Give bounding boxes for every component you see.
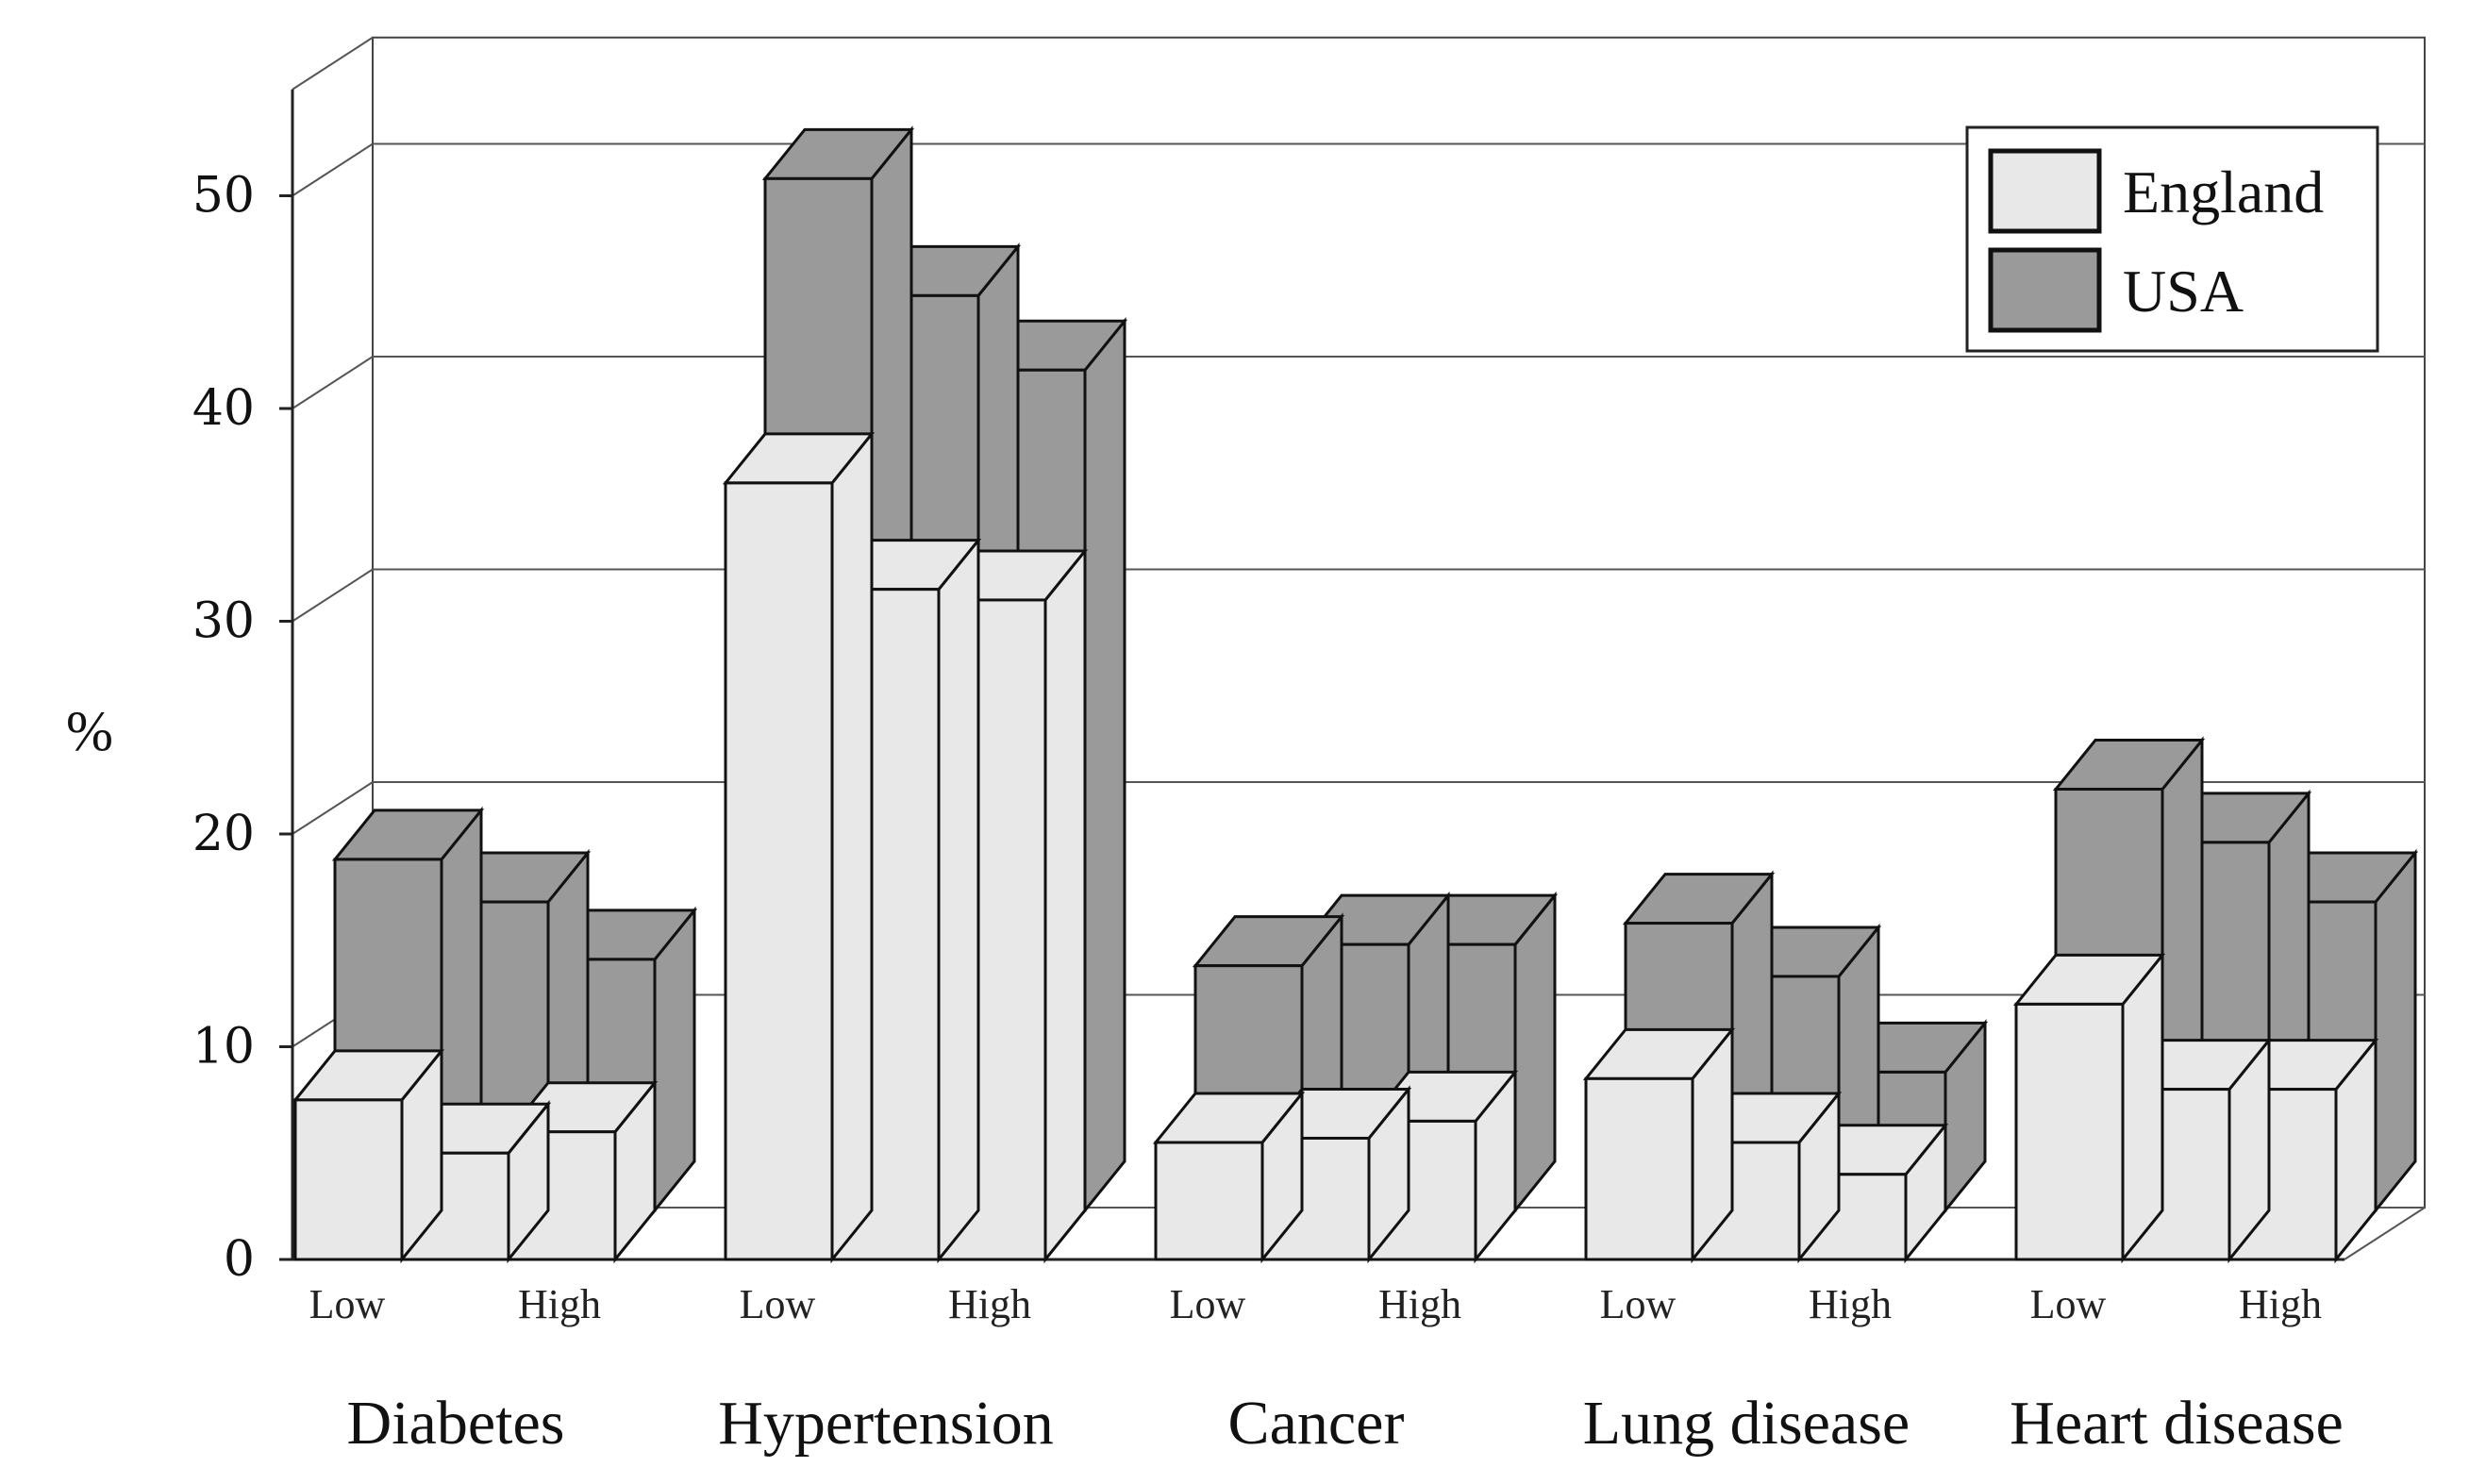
sub-label-low: Low — [309, 1281, 386, 1327]
category-label: Lung disease — [1583, 1389, 1910, 1458]
y-tick-label: 0 — [224, 1231, 255, 1288]
sub-label-high: High — [1809, 1281, 1892, 1327]
category-label: Diabetes — [347, 1389, 565, 1458]
bar-england-1-2-side — [1043, 546, 1087, 1264]
bar-usa-0-2-side — [653, 906, 696, 1215]
bar-england-1-1-side — [937, 536, 980, 1264]
floor-diagonal — [2344, 1207, 2426, 1260]
chart-bars — [292, 125, 2419, 1264]
y-tick-label: 50 — [192, 168, 255, 225]
sub-label-high: High — [518, 1281, 601, 1327]
grid-diagonal — [292, 781, 374, 835]
sub-label-high: High — [1378, 1281, 1461, 1327]
grid-diagonal — [292, 36, 374, 91]
legend: England USA — [1965, 125, 2379, 353]
bar-england-2-0-front — [1154, 1141, 1264, 1261]
bar-england-3-0 — [1582, 1025, 1736, 1264]
y-axis-label: % — [66, 700, 113, 762]
bar-england-0-0 — [292, 1046, 445, 1264]
y-tick-label: 20 — [192, 806, 255, 862]
category-label: Cancer — [1228, 1389, 1405, 1458]
legend-label-usa: USA — [2123, 258, 2244, 325]
legend-swatch-england — [1988, 148, 2102, 234]
grid-diagonal — [292, 568, 374, 623]
sub-label-low: Low — [1170, 1281, 1246, 1327]
grid-diagonal — [292, 356, 374, 409]
bar-usa-1-2-side — [1083, 317, 1126, 1215]
y-tick-label: 40 — [192, 380, 255, 437]
bar-england-1-0-front — [724, 481, 834, 1261]
bar-england-2-0 — [1152, 1089, 1306, 1264]
category-label: Hypertension — [718, 1389, 1054, 1458]
bar-england-1-0 — [722, 429, 876, 1264]
bar-england-4-0 — [2012, 951, 2166, 1264]
bar-england-3-0-front — [1584, 1076, 1694, 1261]
bar-england-0-0-front — [293, 1098, 404, 1261]
grid-diagonal — [292, 142, 374, 197]
sub-label-low: Low — [1600, 1281, 1677, 1327]
sub-label-high: High — [948, 1281, 1031, 1327]
sub-label-low: Low — [2030, 1281, 2107, 1327]
legend-swatch-usa — [1988, 247, 2102, 333]
category-label: Heart disease — [2010, 1389, 2344, 1458]
y-tick-label: 30 — [192, 593, 255, 650]
bar-usa-4-2-side — [2374, 848, 2417, 1215]
bar-usa-2-2-side — [1513, 891, 1557, 1215]
bar-england-1-0-side — [830, 429, 874, 1264]
sub-label-low: Low — [740, 1281, 816, 1327]
bar-england-4-0-side — [2121, 951, 2164, 1264]
chart-axes: 0 10 20 30 40 50% Low High Diabetes Low High Hypert… — [66, 89, 2344, 1458]
sub-label-high: High — [2239, 1281, 2322, 1327]
y-tick-label: 10 — [192, 1019, 255, 1075]
bar-england-4-0-front — [2014, 1002, 2125, 1261]
legend-label-england: England — [2123, 158, 2324, 225]
